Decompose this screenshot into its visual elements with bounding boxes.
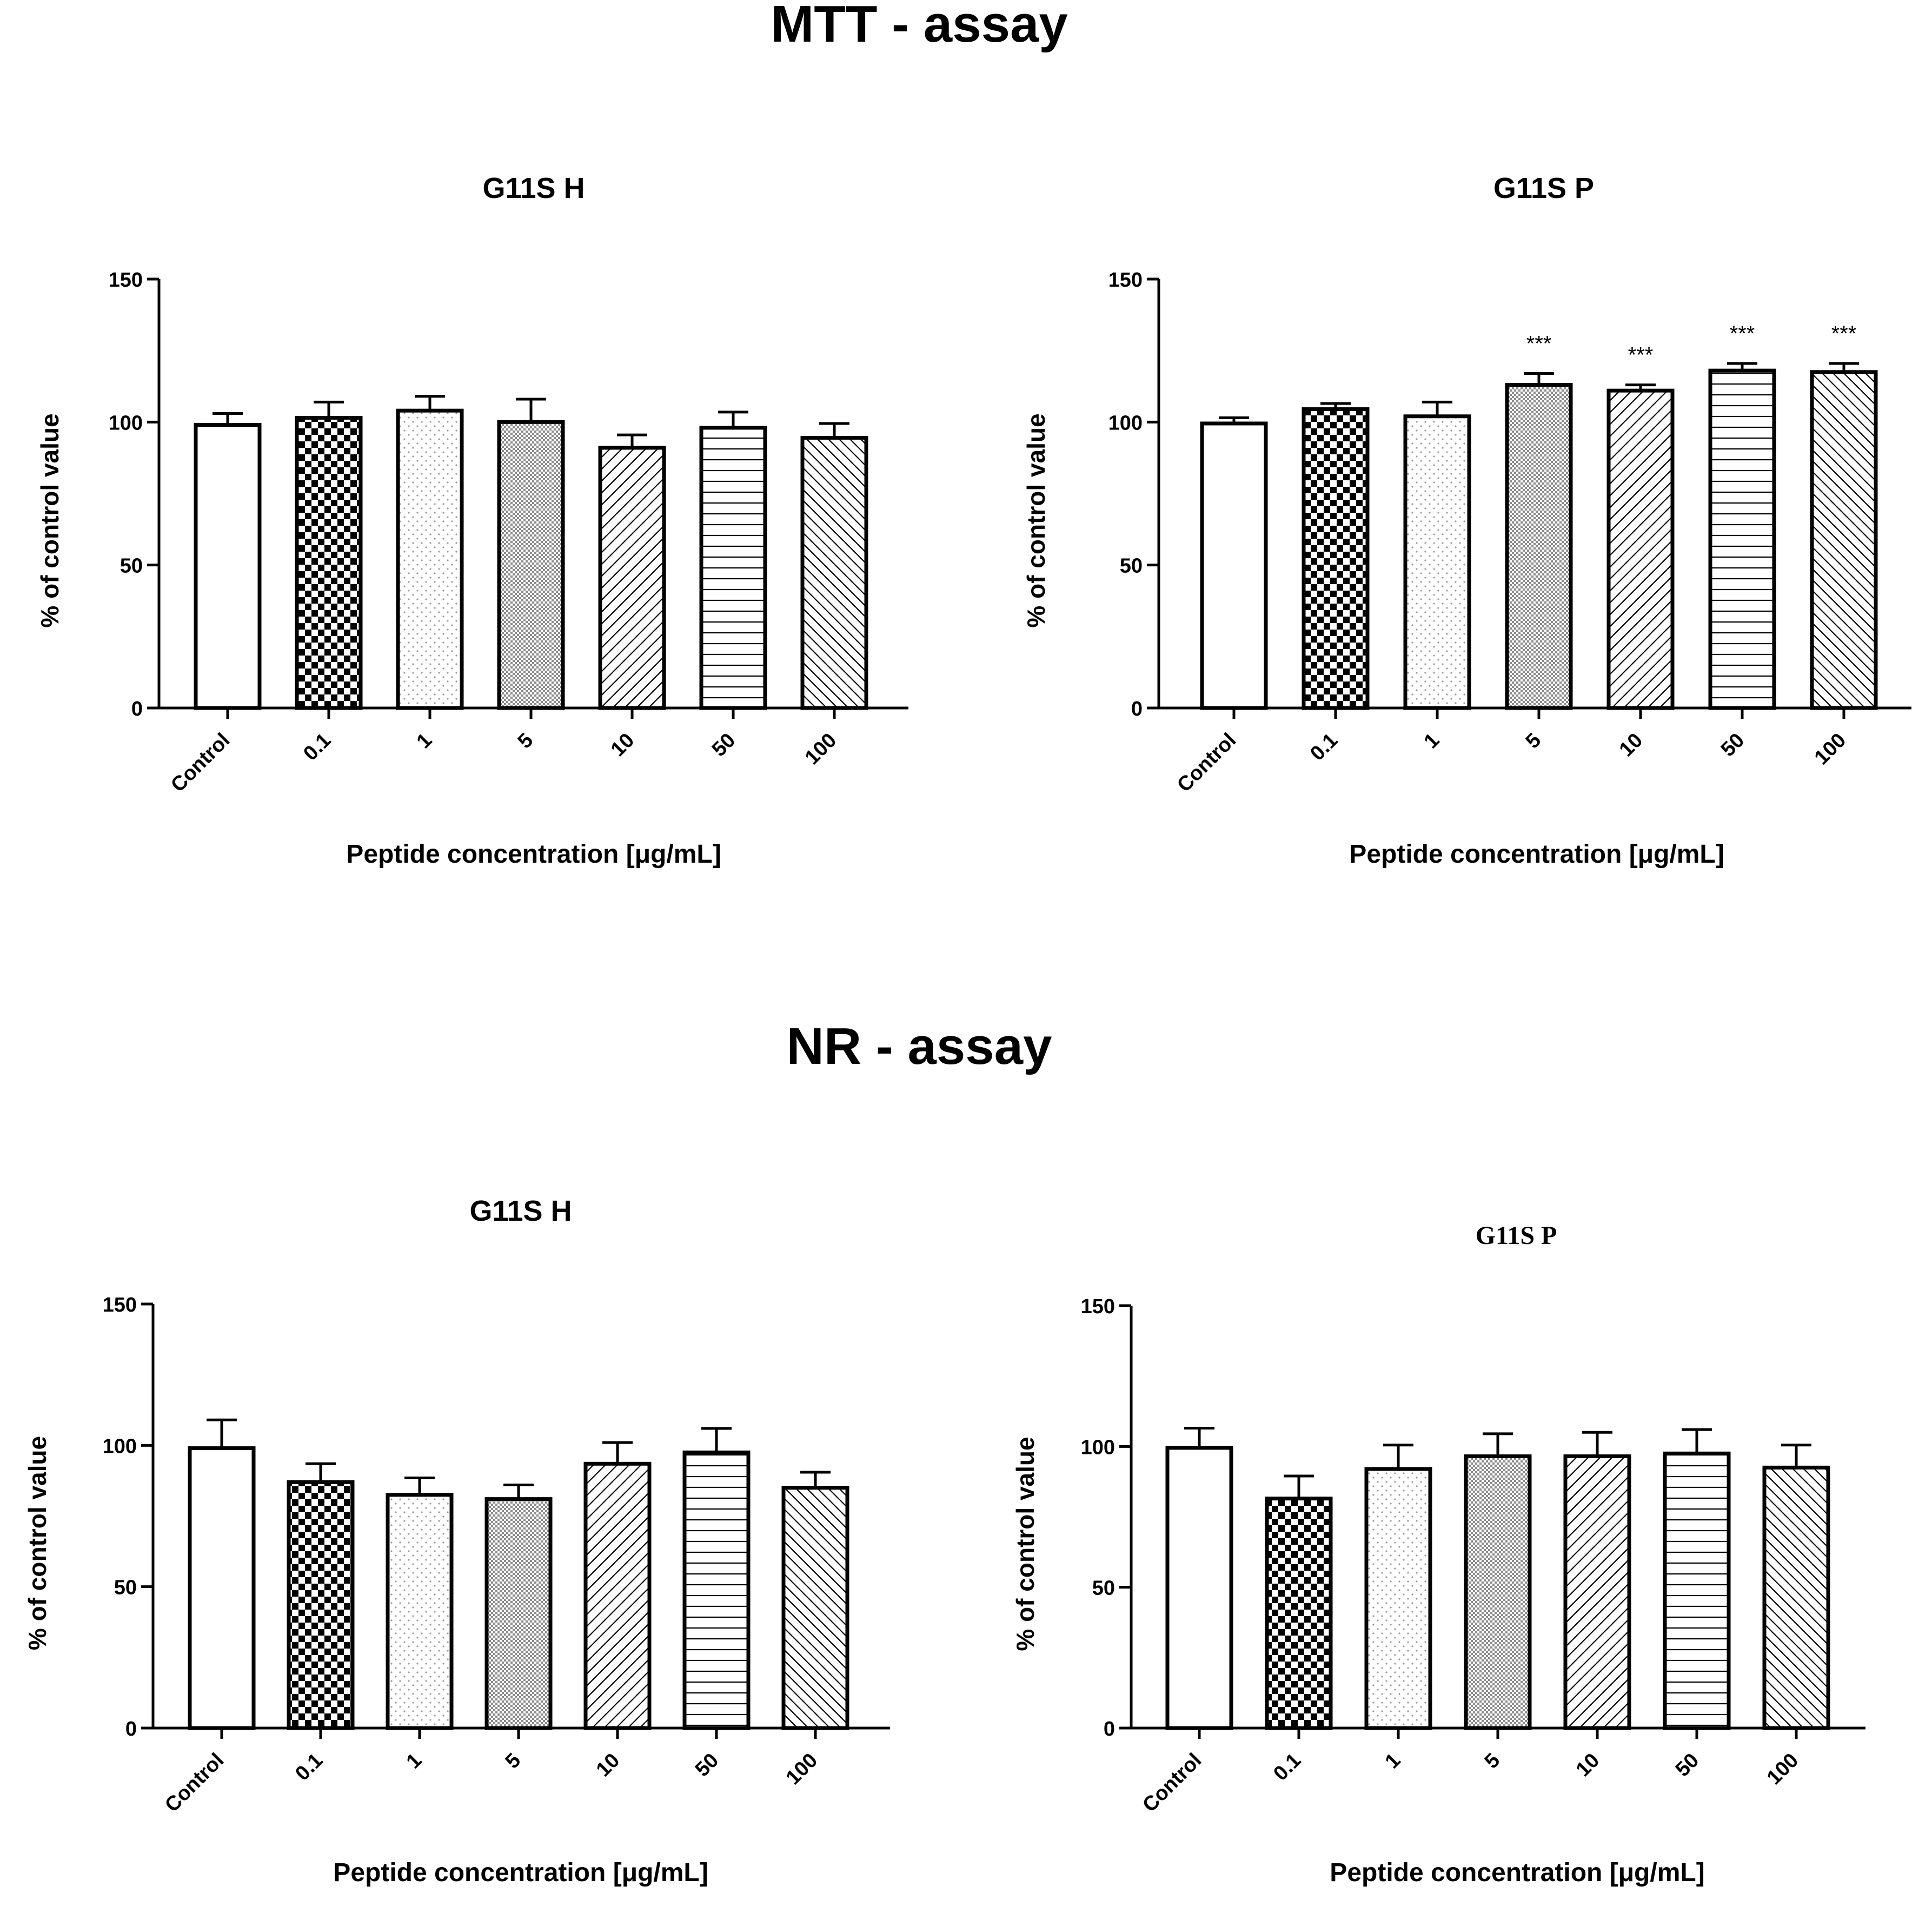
x-tick-label: 50 xyxy=(1717,729,1749,762)
y-tick-label: 100 xyxy=(109,412,143,434)
x-tick-label: 50 xyxy=(691,1749,723,1782)
bar-5 xyxy=(1464,1454,1532,1730)
mtt-section-title: MTT - assay xyxy=(771,0,1068,53)
y-tick-label: 150 xyxy=(103,1294,137,1316)
bar-10 xyxy=(1606,388,1675,710)
x-tick-label: 50 xyxy=(708,729,740,762)
x-tick-label: 5 xyxy=(514,729,538,753)
x-tick-label: 1 xyxy=(1381,1749,1405,1773)
y-tick-label: 50 xyxy=(120,555,143,578)
bar-Control xyxy=(188,1446,256,1730)
y-axis-label: % of control value xyxy=(36,413,64,627)
x-tick-label: 10 xyxy=(607,729,639,762)
y-tick-label: 100 xyxy=(1081,1436,1115,1459)
bar-Control xyxy=(1165,1446,1233,1730)
x-tick-label: 1 xyxy=(1420,729,1444,753)
bar-100 xyxy=(781,1486,849,1730)
y-axis-label: % of control value xyxy=(23,1436,51,1650)
y-axis-label: % of control value xyxy=(1022,413,1050,627)
x-tick-label: 5 xyxy=(501,1749,526,1773)
chart-title: G11S H xyxy=(469,1195,572,1227)
bar-0.1 xyxy=(287,1480,355,1730)
y-axis-label: % of control value xyxy=(1011,1437,1039,1651)
x-tick-label: Control xyxy=(1173,729,1240,797)
y-tick-label: 150 xyxy=(1081,1295,1115,1318)
bar-1 xyxy=(1403,414,1471,710)
bar-5 xyxy=(1505,383,1573,710)
y-tick-label: 0 xyxy=(125,1718,137,1740)
x-axis-label: Peptide concentration [μg/mL] xyxy=(346,840,721,869)
y-tick-label: 50 xyxy=(114,1577,137,1599)
bar-10 xyxy=(598,446,666,710)
y-tick-label: 100 xyxy=(103,1435,137,1458)
bar-Control xyxy=(194,423,262,710)
x-tick-label: 5 xyxy=(1522,729,1546,753)
nr-section-title: NR - assay xyxy=(786,1017,1052,1075)
y-tick-label: 0 xyxy=(1104,1718,1115,1740)
chart-title: G11S P xyxy=(1476,1221,1557,1250)
bar-50 xyxy=(1708,368,1776,710)
x-axis-label: Peptide concentration [μg/mL] xyxy=(333,1858,708,1887)
bar-5 xyxy=(497,420,565,710)
x-tick-label: 100 xyxy=(1763,1749,1803,1790)
x-tick-label: 0.1 xyxy=(299,729,335,765)
bar-Control xyxy=(1200,421,1268,710)
x-tick-label: 50 xyxy=(1671,1749,1704,1782)
x-tick-label: 100 xyxy=(1810,729,1851,770)
x-tick-label: 10 xyxy=(592,1749,625,1782)
x-tick-label: 10 xyxy=(1615,729,1648,762)
x-tick-label: 0.1 xyxy=(1306,729,1342,765)
significance-label: *** xyxy=(1526,332,1552,355)
x-tick-label: Control xyxy=(167,729,234,797)
bar-0.1 xyxy=(1302,407,1370,710)
chart-title: G11S P xyxy=(1493,172,1594,204)
bar-10 xyxy=(1563,1454,1631,1730)
x-tick-label: 100 xyxy=(782,1749,822,1790)
y-tick-label: 50 xyxy=(1120,555,1143,578)
bar-100 xyxy=(1810,370,1878,710)
bar-1 xyxy=(386,1493,454,1730)
x-tick-label: 1 xyxy=(402,1749,427,1773)
y-tick-label: 0 xyxy=(1131,698,1143,720)
y-tick-label: 150 xyxy=(1108,269,1143,292)
x-tick-label: Control xyxy=(1138,1749,1206,1817)
bar-100 xyxy=(1762,1465,1830,1730)
x-tick-label: Control xyxy=(161,1749,228,1817)
chart-title: G11S H xyxy=(482,172,585,204)
y-tick-label: 0 xyxy=(131,698,143,720)
significance-label: *** xyxy=(1730,322,1755,346)
x-tick-label: 5 xyxy=(1480,1749,1505,1773)
x-tick-label: 100 xyxy=(801,729,841,770)
bar-0.1 xyxy=(1265,1497,1333,1730)
bar-50 xyxy=(682,1450,751,1730)
bar-5 xyxy=(484,1497,553,1730)
bar-10 xyxy=(583,1461,652,1730)
x-axis-label: Peptide concentration [μg/mL] xyxy=(1330,1858,1704,1887)
bar-50 xyxy=(1663,1451,1731,1730)
bar-1 xyxy=(396,408,464,710)
bar-100 xyxy=(800,435,868,710)
y-tick-label: 50 xyxy=(1092,1577,1115,1600)
bar-1 xyxy=(1364,1467,1432,1730)
x-tick-label: 0.1 xyxy=(1269,1749,1305,1785)
x-tick-label: 1 xyxy=(413,729,437,753)
bar-50 xyxy=(699,426,767,710)
x-axis-label: Peptide concentration [μg/mL] xyxy=(1349,840,1724,869)
significance-label: *** xyxy=(1831,322,1857,346)
bar-0.1 xyxy=(295,415,363,710)
x-tick-label: 0.1 xyxy=(291,1749,327,1785)
significance-label: *** xyxy=(1628,343,1654,367)
x-tick-label: 10 xyxy=(1572,1749,1604,1782)
y-tick-label: 100 xyxy=(1108,412,1143,434)
y-tick-label: 150 xyxy=(109,269,143,292)
